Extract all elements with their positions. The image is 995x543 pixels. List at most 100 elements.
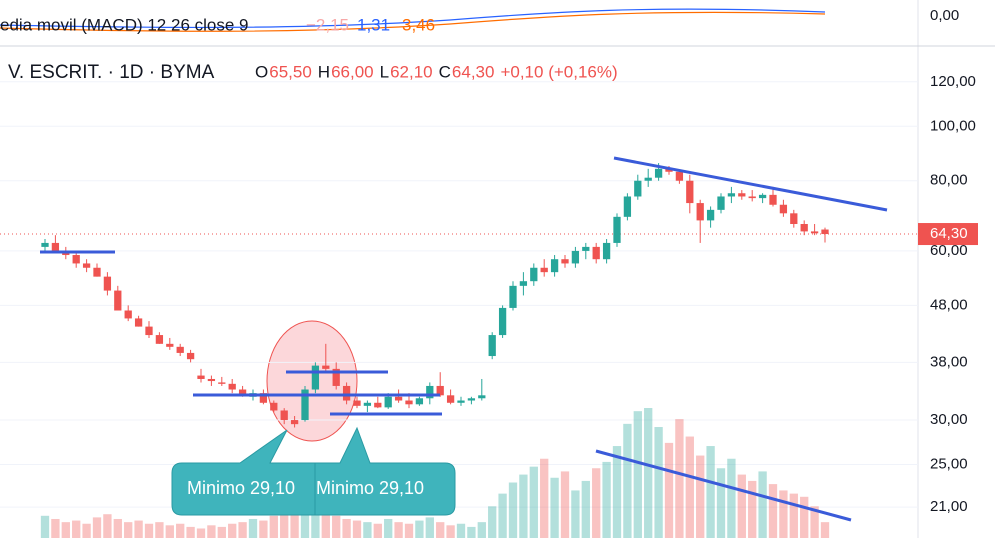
volume-bar [363,522,372,538]
legend-key: O [255,62,268,81]
volume-bar [612,446,622,538]
volume-bar [446,525,455,538]
candle-body [415,398,424,405]
candle-body [540,267,548,273]
macd-value: 1,31 [357,15,390,34]
volume-bar [602,461,611,538]
candle-body [290,420,299,425]
candle-body [238,389,247,396]
candle-body [488,335,496,357]
candle-body [758,194,767,199]
candle-body [114,290,122,311]
volume-bar [321,512,330,538]
candle-body [374,402,382,408]
volume-bar [280,509,289,538]
candle-body [790,213,798,225]
candle-body [550,259,559,273]
callout [314,426,456,516]
volume-bar [124,522,133,538]
last-price-box [918,223,978,246]
volume-bar [144,523,154,538]
candle-body [467,398,476,401]
candle-body [405,400,413,405]
candle-body [696,203,704,221]
callout-text: Minimo 29,10 [316,478,424,498]
legend-key: C [439,62,451,81]
volume-bar [186,526,195,538]
candle-body [322,365,330,369]
volume-bar [696,455,705,538]
callout [171,429,321,516]
candle-body [332,368,340,386]
volume-bar [207,525,216,538]
ohlc-legend: O 65,50 H 66,00 L 62,10 C 64,30 +0,10 (+0,16%) [255,62,618,81]
y-tick-label: 80,00 [930,172,968,189]
candle-body [311,365,320,390]
volume-bar [768,484,778,538]
callout-text: Minimo 29,10 [187,478,295,498]
candle-body [426,385,434,399]
candle-body [779,204,788,214]
volume-bar [748,480,757,538]
signal-line [0,11,826,32]
volume-bar [706,446,715,538]
candle-body [446,395,455,403]
volume-bar [51,518,60,538]
volume-bar [342,518,351,538]
candle-body [197,375,205,379]
y-tick-label: 120,00 [930,73,976,90]
legend-change: +0,10 (+0,16%) [500,62,617,81]
volume-bar [789,493,798,538]
y-tick-label: 38,00 [930,353,968,370]
volume-bar [758,471,767,538]
volume-bar [467,526,476,538]
volume-bar [810,506,819,538]
candle-body [810,231,819,234]
volume-bar [550,477,559,538]
volume-bar [592,468,601,538]
candle-body [727,193,736,197]
candle-body [602,242,611,260]
y-tick-label: 100,00 [930,117,976,134]
macd-axis-label: 0,00 [930,7,959,24]
volume-bar [571,490,580,538]
candle-body [82,263,91,268]
volume-bar [623,423,632,538]
volume-bar [529,466,538,538]
candle-body [519,281,528,286]
candle-body [166,343,174,347]
volume-bar [228,523,237,538]
volume-bar [217,526,226,538]
volume-bar [373,523,382,538]
volume-bar [176,523,185,538]
candle-body [363,402,372,406]
volume-bar [685,436,694,538]
macd-value: 3,46 [402,15,435,34]
volume-bar [394,522,403,538]
volume-bar [675,419,684,538]
candle-body [654,168,663,178]
volume-bar [165,525,174,538]
candle-body [613,216,621,243]
candle-body [457,400,465,403]
macd-line [0,8,826,29]
volume-bar [238,522,247,538]
candle-body [103,276,112,291]
volume-bar [716,468,726,538]
macd-label: edia movil (MACD) 12 26 close 9 [0,15,248,34]
legend-value: 62,10 [390,62,433,81]
candle-body [509,285,517,308]
volume-bar [415,520,424,538]
volume-bar [248,518,258,538]
volume-bar [311,506,320,538]
candle-body [571,250,580,264]
volume-bar [436,522,445,538]
candle-body [800,224,808,232]
candle-body [436,385,444,396]
volume-bar [779,490,788,538]
volume-bar [820,522,830,538]
volume-bar [581,480,590,538]
y-tick-label: 25,00 [930,456,968,473]
legend-key: L [380,62,389,81]
